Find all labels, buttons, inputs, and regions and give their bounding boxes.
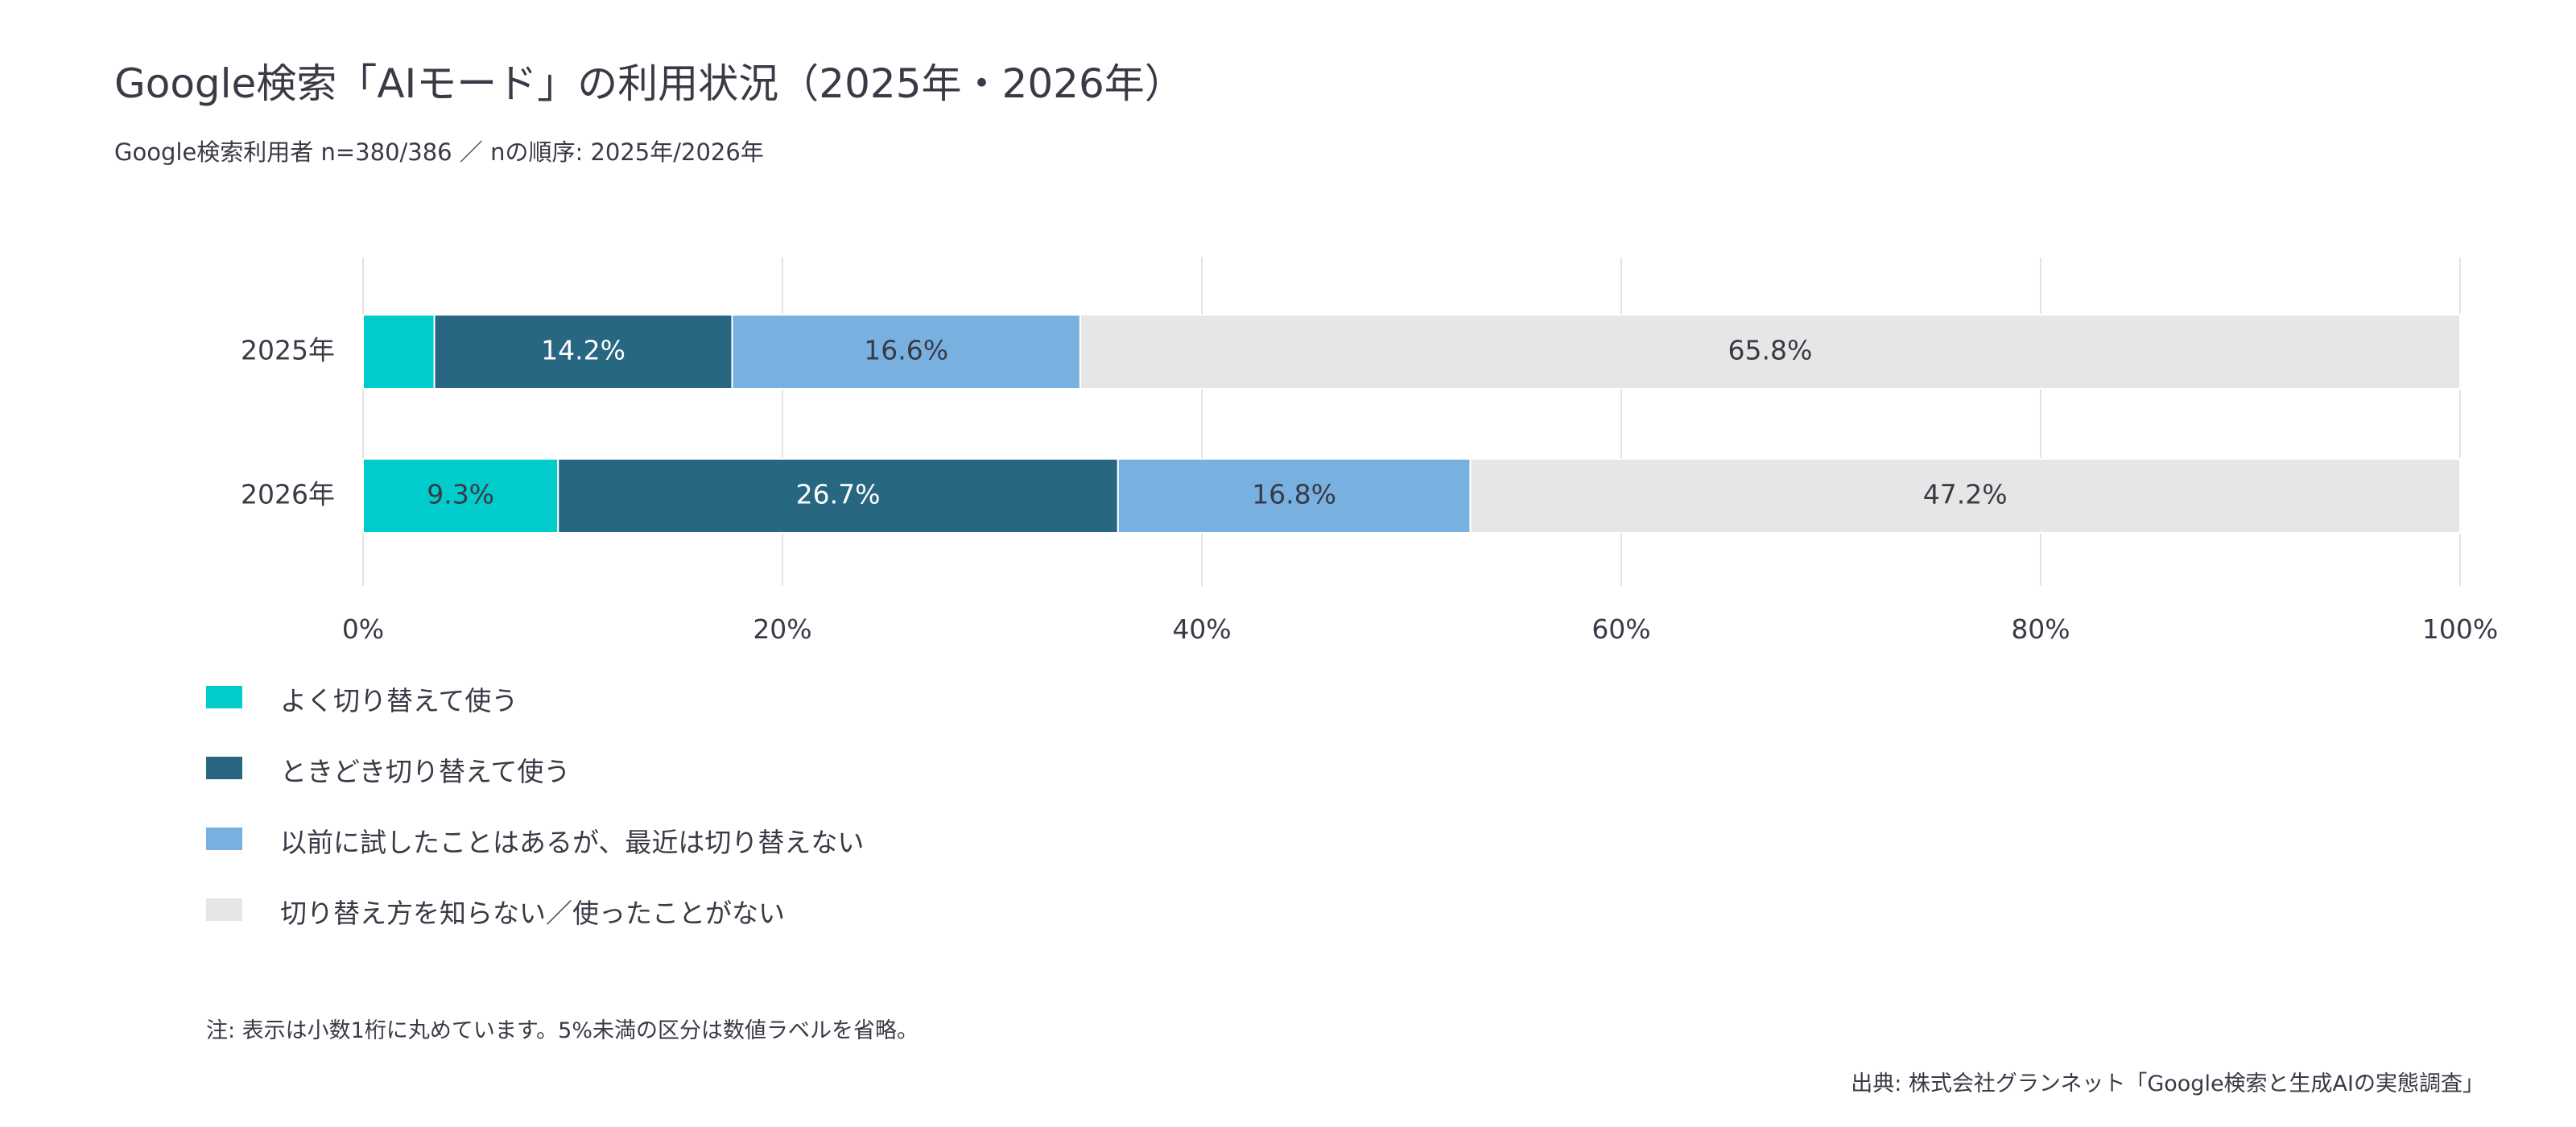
bar-segment <box>433 314 733 390</box>
bar-data-label: 65.8% <box>1728 335 1813 366</box>
bar-segment <box>731 314 1081 390</box>
bar-segment <box>362 458 559 534</box>
legend-swatch <box>206 828 242 850</box>
bar-data-label: 16.8% <box>1252 479 1336 510</box>
stacked-bar-chart: 14.2% 16.6% 65.8% 9.3% 26.7% 16.8% 47.2% 0% 20%… <box>241 258 2498 645</box>
bar-segment <box>1469 458 2461 534</box>
bar-segment <box>1117 458 1472 534</box>
legend-swatch <box>206 898 242 921</box>
bar-data-label: 47.2% <box>1923 479 2008 510</box>
bar-segment <box>362 314 436 390</box>
bar-data-label: 16.6% <box>864 335 948 366</box>
gridlines <box>362 258 2461 586</box>
bar-segment <box>1079 314 2461 390</box>
legend-label: 切り替え方を知らない／使ったことがない <box>280 898 785 929</box>
legend-label: よく切り替えて使う <box>280 685 518 716</box>
x-tick-label: 40% <box>1172 613 1231 644</box>
x-tick-label: 0% <box>342 613 384 644</box>
chart-subtitle: Google検索利用者 n=380/386 ／ nの順序: 2025年/2026… <box>114 138 764 166</box>
y-category-label: 2025年 <box>241 335 335 366</box>
data-labels: 14.2% 16.6% 65.8% 9.3% 26.7% 16.8% 47.2% <box>427 335 2007 510</box>
legend-label: ときどき切り替えて使う <box>280 756 571 787</box>
x-tick-label: 100% <box>2422 613 2498 644</box>
legend-swatch <box>206 757 242 779</box>
x-tick-label: 20% <box>753 613 811 644</box>
x-tick-label: 60% <box>1591 613 1650 644</box>
bar-segment <box>557 458 1119 534</box>
chart-title: Google検索「AIモード」の利用状況（2025年・2026年） <box>114 60 1185 107</box>
axes: 0% 20% 40% 60% 80% 100% 2025年 2026年 <box>241 335 2498 645</box>
bar-data-label: 14.2% <box>541 335 625 366</box>
legend-label: 以前に試したことはあるが、最近は切り替えない <box>280 827 865 858</box>
source-credit: 出典: 株式会社グランネット「Google検索と生成AIの実態調査」 <box>1851 1071 2484 1096</box>
bar-data-label: 26.7% <box>796 479 881 510</box>
x-tick-label: 80% <box>2011 613 2070 644</box>
legend-swatch <box>206 686 242 708</box>
bars <box>362 314 2461 534</box>
y-category-label: 2026年 <box>241 479 335 510</box>
bar-data-label: 9.3% <box>427 479 494 510</box>
footnote: 注: 表示は小数1桁に丸めています。5%未満の区分は数値ラベルを省略。 <box>206 1018 919 1043</box>
